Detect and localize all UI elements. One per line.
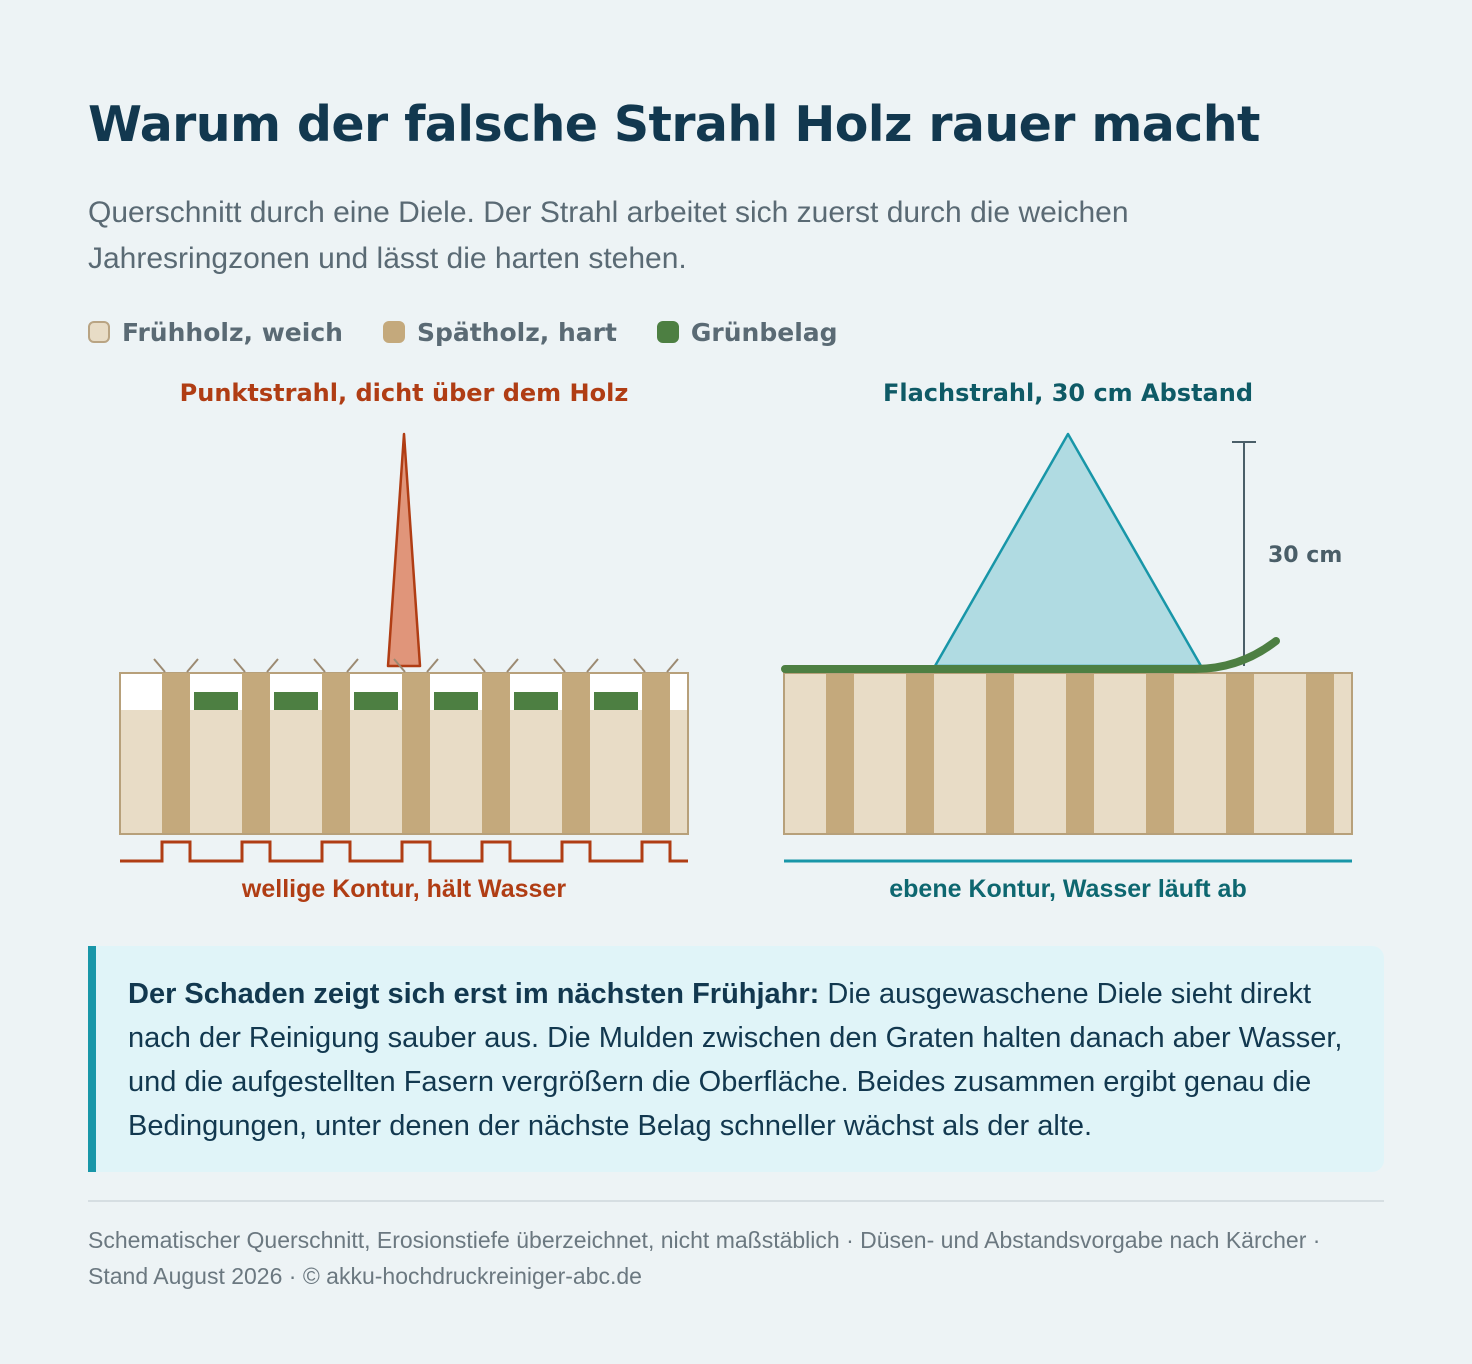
raised-fiber	[666, 658, 679, 673]
legend-label-gruenbelag: Grünbelag	[690, 317, 838, 347]
point-jet	[386, 432, 422, 668]
algae-patch	[194, 692, 238, 710]
page-title: Warum der falsche Strahl Holz rauer mach…	[88, 96, 1260, 153]
raised-fiber	[393, 658, 406, 673]
raised-fiber	[473, 658, 486, 673]
raised-fiber	[313, 658, 326, 673]
latewood-band	[1066, 674, 1094, 833]
raised-fiber	[266, 658, 279, 673]
legend-label-spaetholz: Spätholz, hart	[416, 317, 617, 347]
right-panel-caption: ebene Kontur, Wasser läuft ab	[889, 875, 1246, 903]
latewood-band	[1146, 674, 1174, 833]
raised-fiber	[346, 658, 359, 673]
latewood-ridge	[162, 673, 190, 833]
fan-jet	[933, 432, 1203, 668]
footer-note: Schematischer Querschnitt, Erosionstiefe…	[88, 1227, 1321, 1289]
latewood-ridge	[562, 673, 590, 833]
legend-swatch-spaetholz	[382, 321, 405, 343]
algae-patch	[434, 692, 478, 710]
raised-fiber	[586, 658, 599, 673]
legend-item-spaetholz: Spätholz, hart	[382, 317, 617, 347]
legend-item-fruehholz: Frühholz, weich	[88, 318, 343, 347]
callout-lead: Der Schaden zeigt sich erst im nächsten …	[128, 978, 820, 1010]
latewood-band	[826, 674, 854, 833]
left-panel-caption: wellige Kontur, hält Wasser	[241, 875, 566, 903]
raised-fiber	[233, 658, 246, 673]
legend-item-gruenbelag: Grünbelag	[656, 317, 838, 347]
algae-patch	[274, 692, 318, 710]
latewood-band	[1306, 674, 1334, 833]
info-callout: Der Schaden zeigt sich erst im nächsten …	[88, 946, 1384, 1172]
latewood-band	[906, 674, 934, 833]
raised-fiber	[553, 658, 566, 673]
legend-swatch-gruenbelag	[656, 321, 679, 343]
right-panel-heading: Flachstrahl, 30 cm Abstand	[883, 379, 1253, 407]
raised-fiber	[153, 658, 166, 673]
algae-patch	[594, 692, 638, 710]
legend-label-fruehholz: Frühholz, weich	[122, 317, 343, 347]
raised-fiber	[186, 658, 199, 673]
latewood-ridge	[322, 673, 350, 833]
latewood-ridge	[482, 673, 510, 833]
footer-divider	[88, 1200, 1384, 1202]
distance-marker	[1232, 441, 1256, 666]
algae-patch	[354, 692, 398, 710]
page-subtitle: Querschnitt durch eine Diele. Der Strahl…	[88, 196, 1129, 275]
legend: Frühholz, weich Spätholz, hart Grünbelag	[88, 312, 838, 352]
distance-label: 30 cm	[1268, 543, 1342, 568]
left-panel-heading: Punktstrahl, dicht über dem Holz	[180, 379, 629, 407]
algae-patch	[514, 692, 558, 710]
raised-fiber	[426, 658, 439, 673]
latewood-ridge	[402, 673, 430, 833]
latewood-ridge	[242, 673, 270, 833]
latewood-band	[1226, 674, 1254, 833]
cross-section-diagram: Punktstrahl, dicht über dem Holz wellige…	[119, 379, 1353, 903]
raised-fiber	[506, 658, 519, 673]
latewood-ridge	[642, 673, 670, 833]
wavy-contour-line	[120, 840, 688, 863]
raised-fiber	[633, 658, 646, 673]
right-board	[783, 672, 1353, 835]
callout-text: Die ausgewaschene Diele sieht direkt nac…	[128, 978, 1343, 1142]
latewood-band	[986, 674, 1014, 833]
legend-swatch-fruehholz	[88, 321, 110, 343]
left-board	[119, 658, 689, 835]
algae-layer-lifted	[781, 637, 1280, 673]
